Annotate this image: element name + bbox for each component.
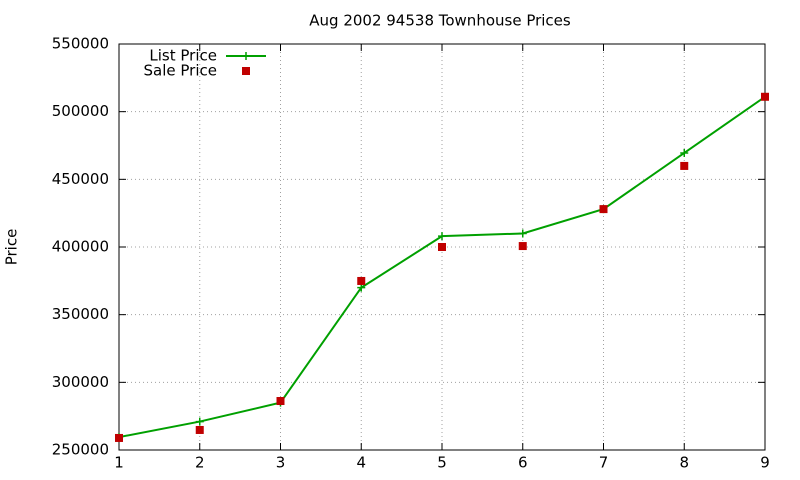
point: [357, 276, 366, 285]
point: [680, 161, 689, 170]
plot-border: [118, 43, 766, 451]
y-axis-label: Price: [3, 229, 21, 266]
y-tick-label: 550000: [52, 35, 109, 53]
x-tick-label: 9: [760, 454, 770, 472]
x-tick-label: 8: [679, 454, 689, 472]
point: [276, 397, 285, 406]
point: [518, 242, 527, 251]
legend-marker: [242, 67, 250, 75]
x-tick-label: 1: [114, 454, 124, 472]
y-tick-label: 350000: [52, 305, 109, 323]
point: [680, 148, 689, 157]
point: [195, 425, 204, 434]
point: [761, 92, 769, 101]
series-line: [118, 95, 766, 439]
point: [438, 232, 446, 241]
point: [195, 417, 204, 426]
point: [115, 433, 123, 442]
y-tick-label: 450000: [52, 170, 109, 188]
y-tick-label: 300000: [52, 373, 109, 391]
point: [599, 205, 608, 214]
y-tick-label: 400000: [52, 238, 109, 256]
point: [518, 229, 527, 238]
x-tick-label: 5: [437, 454, 447, 472]
x-tick-label: 4: [356, 454, 366, 472]
chart-title: Aug 2002 94538 Townhouse Prices: [309, 12, 571, 30]
x-tick-label: 7: [599, 454, 609, 472]
point: [438, 243, 446, 251]
x-tick-label: 2: [195, 454, 205, 472]
legend-label: Sale Price: [144, 62, 217, 80]
legend-label: List Price: [149, 47, 217, 65]
legend-marker: [242, 52, 250, 60]
x-tick-label: 6: [518, 454, 528, 472]
y-tick-label: 500000: [52, 102, 109, 120]
x-tick-label: 3: [276, 454, 286, 472]
y-tick-label: 250000: [52, 441, 109, 459]
